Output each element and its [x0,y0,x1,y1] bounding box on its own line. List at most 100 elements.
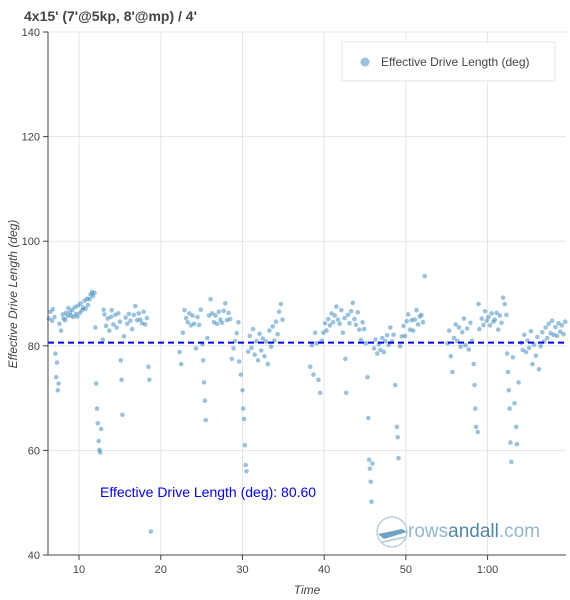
data-point [322,321,328,326]
data-point [105,316,110,321]
data-point [238,372,244,377]
data-point [308,364,313,370]
y-axis-label: Effective Drive Length (deg) [6,220,20,369]
data-point [54,360,60,365]
data-point [111,322,116,327]
data-point [201,380,207,385]
data-point [371,346,377,351]
data-point [93,381,99,386]
data-point [540,329,545,335]
data-point [257,331,262,337]
data-point [502,301,508,307]
data-point [329,311,334,316]
data-point [95,420,101,426]
data-point [367,466,373,472]
data-point [244,469,249,474]
data-point [243,462,248,468]
data-point [191,321,197,327]
data-point [118,358,123,363]
data-point [404,318,410,324]
data-point [363,340,369,346]
data-point [196,322,202,328]
watermark: rowsandall.com [376,516,540,548]
data-point [361,326,367,332]
data-point [409,317,414,323]
data-point [339,307,344,313]
data-point [98,426,104,432]
data-point [399,334,405,339]
data-point [82,298,88,304]
data-point [481,322,486,328]
data-point [136,311,141,316]
data-point [236,359,242,364]
data-point [373,337,378,342]
data-point [125,321,130,327]
mean-annotation: Effective Drive Length (deg): 80.60 [100,484,316,500]
data-point [355,310,361,315]
data-point [121,334,127,339]
data-point [464,326,470,331]
data-point [198,307,204,313]
data-point [370,461,375,466]
data-point [316,377,321,383]
data-point [509,459,514,465]
data-point [66,305,71,311]
data-point [75,303,81,308]
data-point [83,306,88,312]
data-point [544,335,550,341]
data-point [513,424,519,430]
data-point [108,314,114,320]
data-point [402,333,408,339]
data-point [530,361,535,367]
data-point [468,320,473,326]
data-point [337,321,343,327]
x-axis-label: Time [294,583,321,597]
data-point [242,442,248,448]
data-point [68,313,74,318]
data-point [245,349,251,354]
data-point [482,309,488,314]
data-point [142,322,148,327]
data-point [369,499,374,505]
data-point [53,374,59,380]
y-tick-label: 120 [22,132,40,144]
legend-label: Effective Drive Length (deg) [381,55,530,69]
data-point [459,329,465,335]
data-point [510,355,516,360]
data-point [397,344,403,349]
x-tick-label: 10 [73,564,85,576]
data-point [101,307,106,313]
data-point [229,356,235,362]
data-point [147,377,152,383]
data-point [53,351,58,356]
data-point [270,324,276,329]
data-point [195,314,200,320]
data-point [190,313,195,318]
data-point [391,332,396,338]
data-point [224,317,230,323]
data-point [102,312,107,317]
data-point [114,325,119,330]
data-point [499,320,504,326]
data-point [123,315,128,320]
data-point [514,441,520,447]
data-point [466,347,472,352]
data-point [414,307,419,313]
data-point [350,300,356,306]
data-point [202,398,208,404]
data-point [358,337,364,343]
data-point [366,415,371,421]
data-point [446,328,452,333]
data-point [231,346,236,351]
data-point [324,328,329,333]
data-point [535,334,540,340]
rowsandall-logo-icon [376,516,408,548]
data-point [353,322,359,328]
data-point [561,332,566,337]
data-point [49,318,55,324]
data-point [422,273,428,279]
data-point [406,312,411,317]
data-point [48,309,53,315]
data-point [268,344,274,350]
data-point [383,338,388,344]
